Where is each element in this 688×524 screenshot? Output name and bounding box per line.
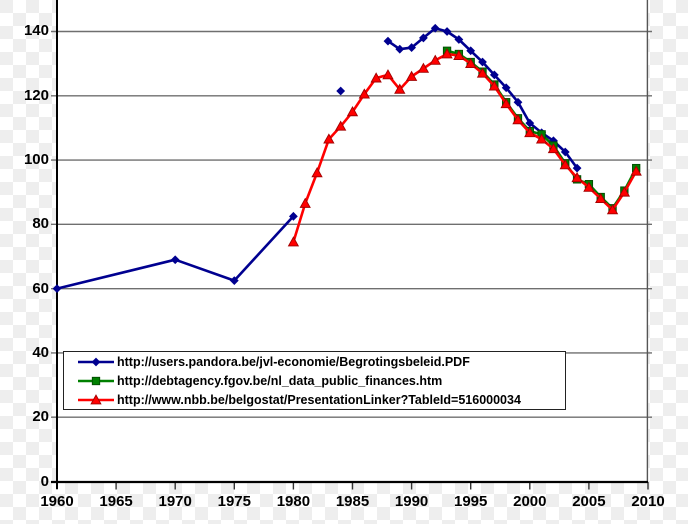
data-point-diamond	[478, 57, 487, 67]
data-point-diamond	[407, 43, 416, 52]
legend-label: http://www.nbb.be/belgostat/Presentation…	[117, 392, 521, 407]
data-point-diamond	[525, 118, 535, 128]
y-tick-label: 0	[40, 472, 49, 490]
x-tick-label: 1985	[335, 493, 370, 510]
data-point-diamond	[454, 35, 464, 44]
data-point-triangle	[535, 133, 548, 144]
data-point-triangle	[287, 236, 300, 247]
data-point-triangle	[618, 186, 631, 197]
y-tick-label: 140	[23, 22, 49, 40]
data-point-triangle	[453, 49, 465, 60]
data-point-triangle	[524, 126, 536, 138]
data-point-diamond	[466, 46, 476, 56]
data-point-triangle	[571, 171, 583, 183]
data-point-triangle	[417, 62, 430, 73]
series-line-0	[56, 215, 295, 290]
legend-label: http://debtagency.fgov.be/nl_data_public…	[117, 373, 443, 388]
data-point-diamond	[513, 97, 523, 107]
legend-item-debtagency: http://debtagency.fgov.be/nl_data_public…	[77, 372, 565, 390]
data-point-triangle	[606, 204, 619, 215]
legend-label: http://users.pandora.be/jvl-economie/Beg…	[117, 354, 470, 369]
data-point-triangle	[358, 88, 370, 99]
legend-item-nbb: http://www.nbb.be/belgostat/Presentation…	[77, 391, 565, 409]
y-tick-label: 80	[32, 215, 49, 233]
data-point-diamond	[383, 36, 393, 46]
data-point-triangle	[429, 54, 441, 65]
x-tick-label: 1975	[217, 493, 251, 510]
x-tick-label: 1965	[99, 493, 133, 510]
data-point-triangle	[476, 67, 489, 78]
legend-box: http://users.pandora.be/jvl-economie/Beg…	[63, 351, 566, 410]
data-point-triangle	[465, 57, 477, 68]
data-point-diamond	[430, 23, 440, 33]
data-point-triangle	[488, 80, 501, 91]
data-point-triangle	[512, 114, 524, 125]
data-point-triangle	[595, 192, 607, 203]
data-point-triangle	[500, 97, 512, 109]
data-point-diamond	[52, 284, 62, 294]
legend-triangle-glyph	[90, 393, 102, 404]
data-point-triangle	[382, 69, 394, 80]
data-point-diamond	[419, 33, 428, 43]
data-point-diamond	[170, 255, 180, 265]
data-point-triangle	[370, 72, 382, 83]
data-point-diamond	[549, 136, 558, 146]
data-point-diamond	[229, 276, 239, 286]
data-point-triangle	[583, 181, 595, 192]
data-point-triangle	[547, 142, 560, 154]
legend-marker-triangle-icon	[78, 393, 114, 404]
legend-diamond-glyph	[91, 357, 101, 366]
data-point-triangle	[405, 70, 418, 81]
x-tick-label: 2000	[513, 493, 547, 510]
series-line-0	[387, 26, 579, 169]
data-point-triangle	[346, 106, 359, 117]
data-point-diamond	[395, 44, 405, 54]
data-point-triangle	[323, 133, 335, 144]
legend-square-glyph	[91, 376, 101, 385]
series-line-2	[292, 52, 638, 243]
x-tick-label: 1995	[454, 493, 488, 510]
data-point-triangle	[559, 159, 571, 170]
legend-marker-diamond-icon	[78, 357, 114, 366]
data-point-triangle	[630, 165, 642, 176]
y-tick-label: 60	[32, 279, 49, 297]
y-tick-label: 20	[32, 408, 49, 426]
data-point-diamond	[560, 147, 570, 157]
legend-item-pandora: http://users.pandora.be/jvl-economie/Beg…	[77, 353, 565, 371]
data-point-triangle	[335, 120, 347, 131]
data-point-triangle	[441, 48, 453, 59]
data-point-diamond	[572, 163, 582, 173]
x-tick-label: 2010	[631, 493, 665, 510]
data-point-diamond	[336, 86, 346, 96]
data-point-diamond	[442, 27, 452, 36]
y-tick-label: 100	[23, 151, 49, 169]
data-point-triangle	[299, 197, 311, 208]
data-point-diamond	[501, 83, 511, 93]
data-point-triangle	[311, 167, 323, 178]
y-tick-label: 40	[32, 343, 49, 361]
y-tick-label: 120	[23, 86, 49, 104]
x-tick-label: 1970	[158, 493, 192, 510]
x-tick-label: 1980	[276, 493, 311, 510]
data-point-triangle	[394, 83, 406, 94]
x-tick-label: 1960	[40, 493, 74, 510]
data-point-diamond	[289, 211, 298, 221]
x-tick-label: 2005	[572, 493, 606, 510]
data-point-diamond	[489, 70, 499, 80]
legend-marker-square-icon	[78, 376, 114, 385]
x-tick-label: 1990	[394, 493, 429, 510]
